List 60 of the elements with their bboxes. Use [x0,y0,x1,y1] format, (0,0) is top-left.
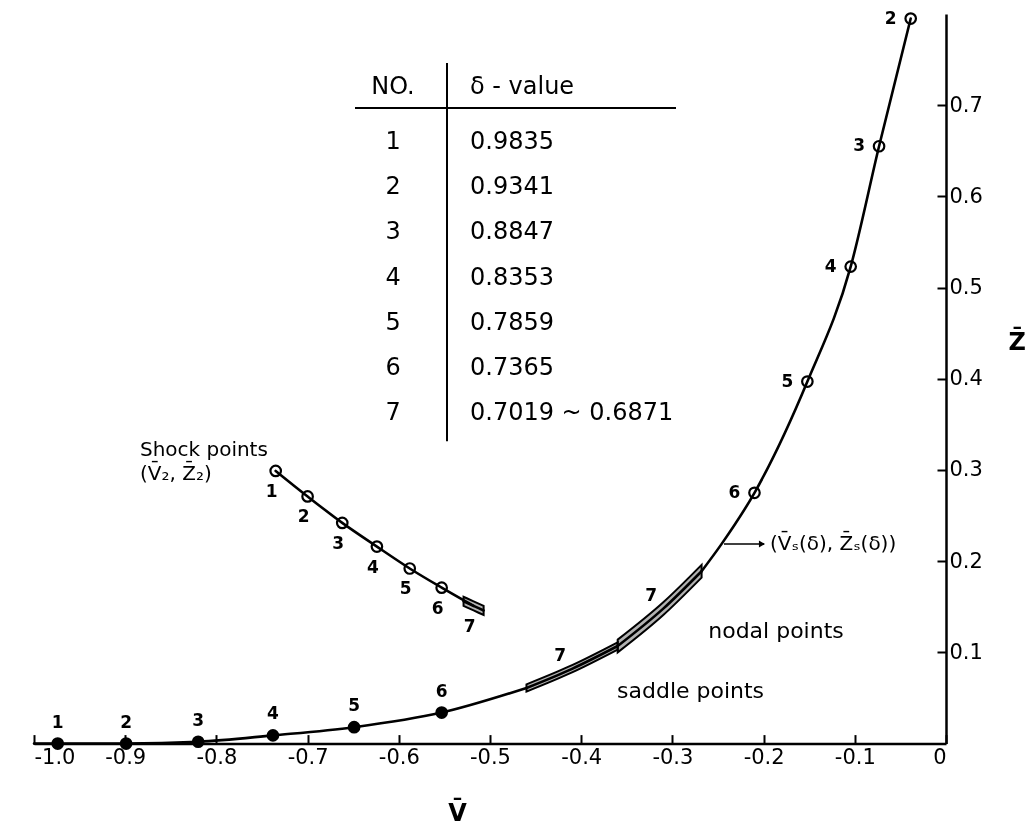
y-tick-label: 0.3 [949,457,983,482]
annotation: 0.7019 ~ 0.6871 [470,398,674,427]
x-tick-label: -0.5 [470,745,511,770]
annotation: 7 [385,398,401,427]
annotation: 5 [348,695,361,716]
x-tick-label: -1.0 [34,745,76,770]
x-tick-label: -0.8 [196,745,238,770]
y-tick-label: 0.1 [949,639,983,664]
y-tick-label: 0.2 [949,548,983,573]
annotation: 2 [120,711,133,732]
x-tick-label: -0.7 [287,745,329,770]
annotation: 2 [297,506,310,527]
annotation: 4 [385,262,401,291]
series-label: Shock points (V̄₂, Z̄₂) [140,437,268,485]
annotation: 0.7859 [470,307,554,336]
annotation: 0.9341 [470,172,554,201]
annotation: saddle points [617,677,765,703]
y-tick-label: 0.7 [949,92,983,117]
x-tick-label: -0.4 [561,745,603,770]
x-tick-label: -0.2 [743,745,785,770]
x-tick-label: 0 [933,745,947,770]
annotation: 4 [367,556,379,577]
annotation: 5 [781,370,794,391]
annotation: 1 [385,127,401,155]
annotation: 4 [824,255,837,276]
annotation: 7 [463,615,476,636]
x-tick-label: -0.6 [378,745,420,770]
annotation: 6 [431,597,444,618]
x-axis-title: V̄ [448,796,468,826]
annotation: nodal points [708,617,844,643]
y-tick-label: 0.5 [949,275,983,300]
annotation: 7 [645,584,658,605]
annotation: 0.7365 [470,353,554,381]
x-tick-label: -0.9 [105,745,147,770]
annotation: 3 [853,135,865,156]
annotation: 5 [399,578,412,599]
y-axis-title: Z̄ [1008,326,1026,357]
annotation: 0.8847 [470,217,554,246]
annotation: 0.8353 [470,262,554,291]
annotation: 7 [554,644,566,665]
annotation: 4 [267,703,280,724]
annotation: 3 [192,709,205,730]
x-tick-label: -0.3 [652,745,694,770]
annotation: 3 [385,217,401,246]
x-tick-label: -0.1 [834,745,876,770]
annotation: 6 [385,353,401,381]
annotation: 2 [385,172,401,201]
annotation: NO. [371,72,415,100]
annotation: 0.9835 [470,127,554,155]
annotation: 1 [265,480,278,501]
annotation: 3 [332,532,345,553]
legend-label: (V̄ₛ(δ), Z̄ₛ(δ)) [770,530,897,555]
annotation: 6 [728,481,741,502]
annotation: 5 [385,307,401,336]
annotation: 1 [51,711,64,732]
annotation: δ - value [470,72,575,100]
annotation: 2 [884,7,897,28]
y-tick-label: 0.4 [949,366,983,391]
annotation: 6 [435,680,448,701]
y-tick-label: 0.6 [949,183,983,208]
